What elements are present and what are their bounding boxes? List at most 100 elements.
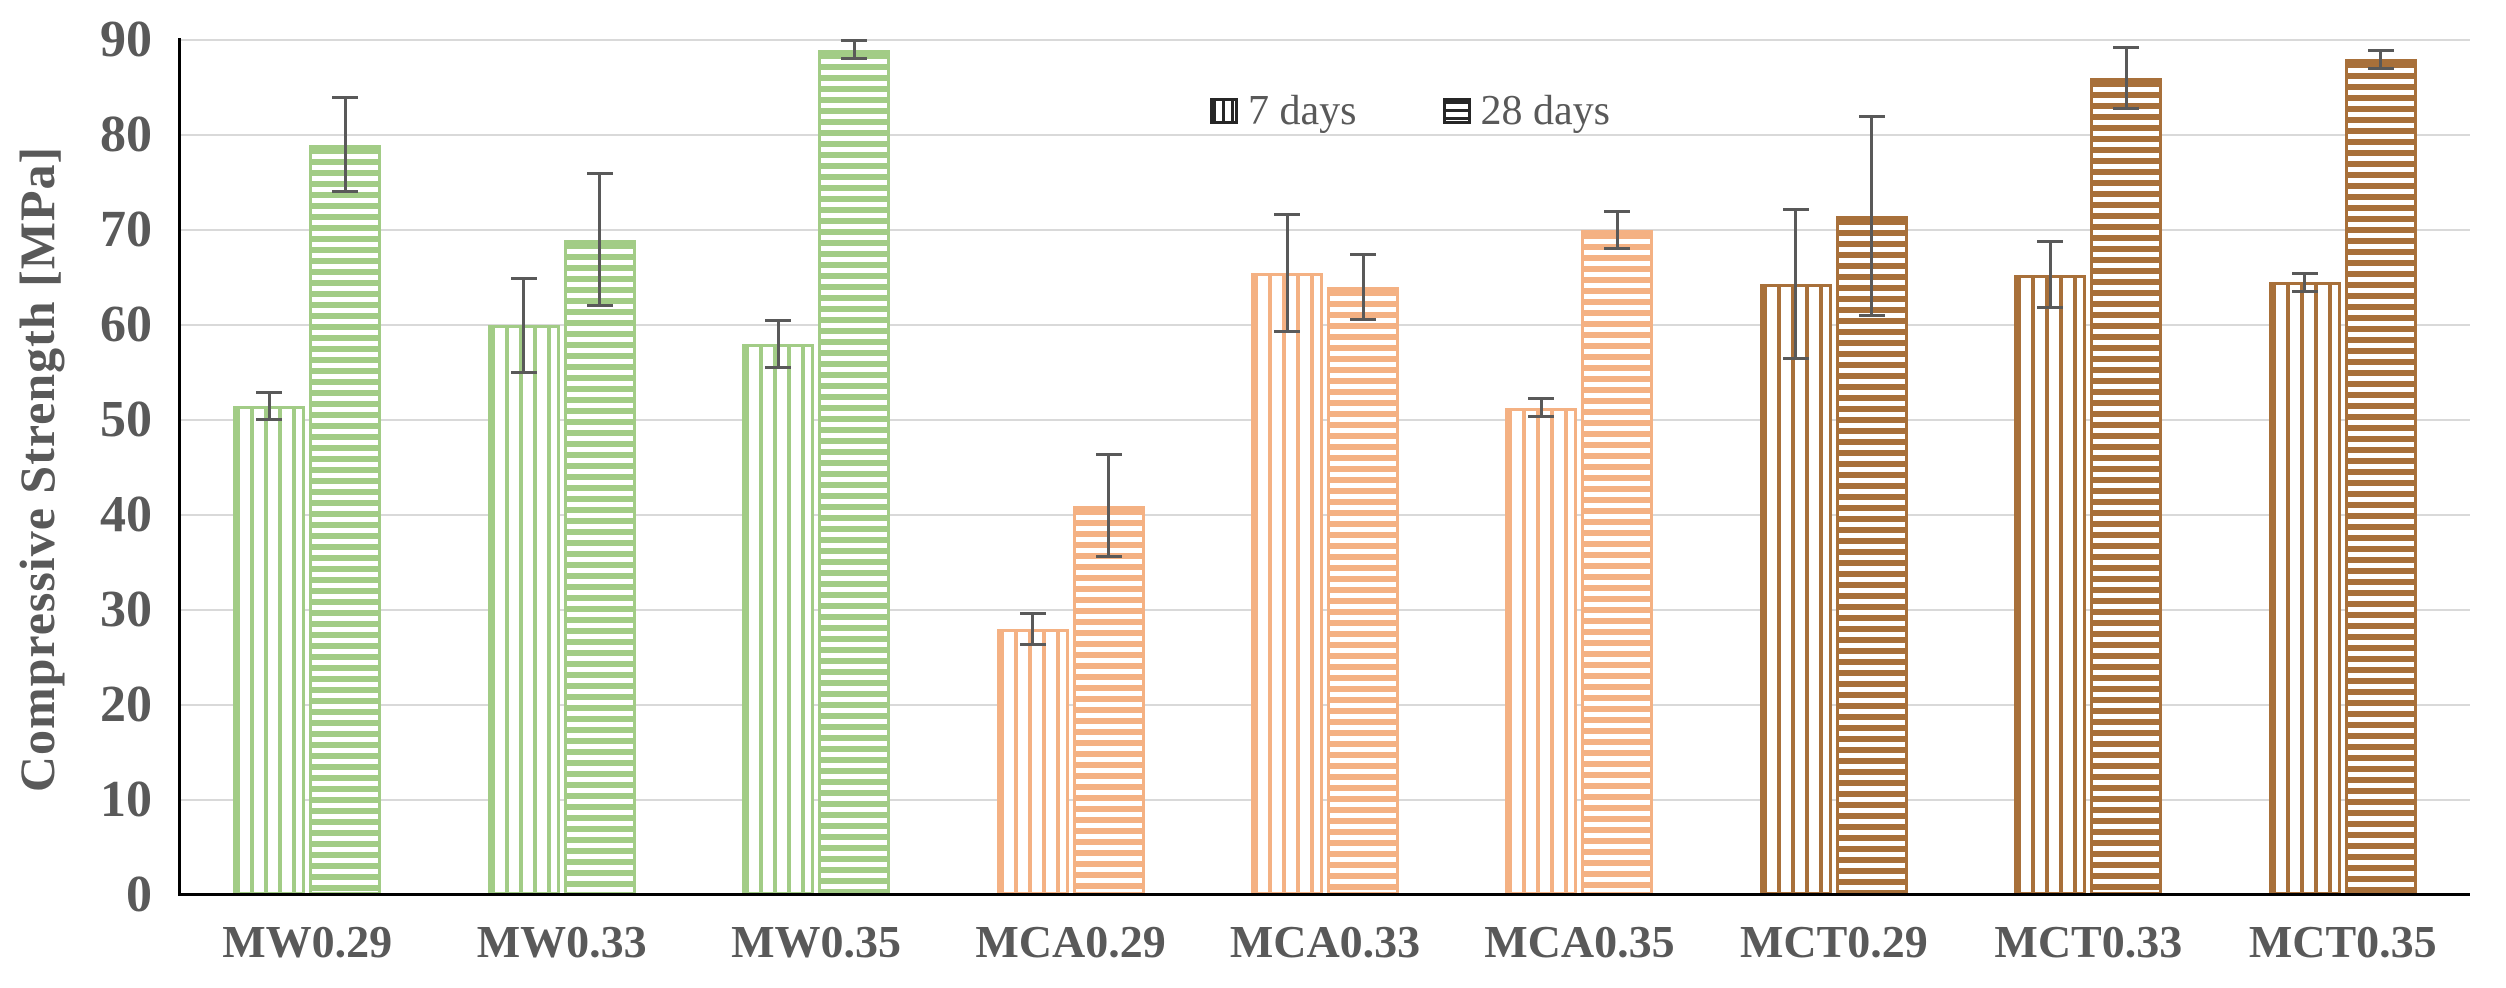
bar-28-days-mw0.29 <box>309 144 382 895</box>
gridline-70 <box>180 229 2470 231</box>
legend: 7 days 28 days <box>1210 88 1610 134</box>
y-tick-label-40: 40 <box>100 486 152 543</box>
error-cap-bottom-28-days-mca0.29 <box>1095 554 1122 558</box>
error-bar-7-days-mw0.35 <box>776 320 780 368</box>
bar-7-days-mca0.35 <box>1505 407 1578 895</box>
error-bar-7-days-mct0.35 <box>2303 272 2307 292</box>
y-axis-line <box>178 38 181 896</box>
legend-item-28-days: 28 days <box>1442 88 1611 134</box>
x-category-label-mct0.29: MCT0.29 <box>1739 916 1928 967</box>
error-cap-bottom-7-days-mct0.35 <box>2291 289 2318 293</box>
gridline-80 <box>180 134 2470 136</box>
legend-label-28-days: 28 days <box>1480 88 1611 134</box>
error-cap-top-28-days-mct0.33 <box>2113 45 2140 49</box>
error-cap-bottom-28-days-mw0.33 <box>586 304 613 307</box>
error-cap-bottom-7-days-mw0.29 <box>256 418 283 421</box>
error-cap-bottom-28-days-mct0.33 <box>2113 107 2140 111</box>
y-tick-label-0: 0 <box>126 866 152 923</box>
error-cap-top-28-days-mw0.33 <box>586 172 613 175</box>
bar-7-days-mw0.33 <box>487 325 560 895</box>
error-bar-28-days-mca0.35 <box>1615 211 1619 249</box>
error-cap-top-28-days-mca0.35 <box>1604 210 1631 213</box>
y-tick-label-70: 70 <box>100 201 152 258</box>
error-bar-28-days-mca0.29 <box>1107 454 1111 557</box>
error-bar-7-days-mca0.35 <box>1539 398 1543 418</box>
error-cap-top-28-days-mca0.29 <box>1095 453 1122 457</box>
y-tick-label-60: 60 <box>100 296 152 353</box>
error-cap-bottom-28-days-mca0.35 <box>1604 247 1631 250</box>
error-cap-top-7-days-mca0.35 <box>1528 397 1555 401</box>
error-cap-bottom-28-days-mw0.35 <box>841 57 868 60</box>
bar-28-days-mw0.35 <box>818 49 891 895</box>
error-cap-top-28-days-mca0.33 <box>1350 252 1376 256</box>
error-cap-bottom-7-days-mw0.35 <box>765 365 792 369</box>
y-tick-label-10: 10 <box>100 771 152 828</box>
error-cap-bottom-7-days-mct0.29 <box>1782 357 1809 361</box>
gridline-30 <box>180 609 2470 611</box>
error-cap-top-7-days-mca0.29 <box>1019 611 1046 615</box>
plot-area: 7 days 28 days <box>180 39 2470 895</box>
bar-28-days-mct0.29 <box>1835 215 1908 895</box>
error-cap-top-28-days-mw0.29 <box>332 96 359 99</box>
x-category-label-mct0.33: MCT0.33 <box>1994 916 2183 967</box>
bar-7-days-mca0.29 <box>996 629 1069 895</box>
bar-28-days-mca0.35 <box>1581 230 1654 895</box>
error-bar-28-days-mca0.33 <box>1361 253 1365 321</box>
bar-7-days-mct0.33 <box>2014 274 2087 895</box>
gridline-20 <box>180 704 2470 706</box>
x-axis-line <box>178 893 2470 896</box>
error-cap-bottom-28-days-mct0.29 <box>1858 313 1885 317</box>
error-cap-top-28-days-mct0.29 <box>1858 115 1885 118</box>
bar-7-days-mca0.33 <box>1251 272 1323 895</box>
x-category-label-mca0.29: MCA0.29 <box>975 916 1166 967</box>
legend-item-7-days: 7 days <box>1210 88 1357 134</box>
error-bar-28-days-mct0.29 <box>1870 116 1874 316</box>
gridline-10 <box>180 799 2470 801</box>
legend-swatch-horizontal-icon <box>1442 98 1471 124</box>
error-cap-top-7-days-mw0.33 <box>510 276 537 280</box>
bar-7-days-mw0.29 <box>233 405 306 895</box>
y-tick-label-20: 20 <box>100 676 152 733</box>
error-cap-bottom-7-days-mw0.33 <box>510 370 537 374</box>
error-cap-top-7-days-mct0.35 <box>2291 271 2318 275</box>
error-bar-7-days-mca0.33 <box>1285 213 1289 332</box>
x-category-label-mca0.35: MCA0.35 <box>1484 916 1675 967</box>
error-bar-7-days-mw0.33 <box>522 277 526 373</box>
error-cap-top-28-days-mw0.35 <box>841 39 868 42</box>
bar-7-days-mw0.35 <box>742 344 815 895</box>
error-cap-bottom-7-days-mca0.35 <box>1528 415 1555 419</box>
error-cap-top-7-days-mw0.35 <box>765 319 792 323</box>
error-cap-bottom-28-days-mw0.29 <box>332 190 359 193</box>
legend-swatch-vertical-icon <box>1210 98 1238 124</box>
bar-7-days-mct0.29 <box>1759 284 1832 895</box>
bar-28-days-mca0.33 <box>1327 287 1399 895</box>
error-bar-28-days-mw0.29 <box>343 97 347 192</box>
error-cap-top-7-days-mca0.33 <box>1274 212 1300 216</box>
gridline-60 <box>180 324 2470 326</box>
gridline-50 <box>180 419 2470 421</box>
x-category-label-mw0.35: MW0.35 <box>731 916 902 967</box>
bar-7-days-mct0.35 <box>2268 282 2341 895</box>
error-bar-28-days-mw0.35 <box>852 40 856 59</box>
error-bar-7-days-mct0.33 <box>2048 241 2052 308</box>
error-bar-28-days-mw0.33 <box>598 173 602 306</box>
x-category-label-mca0.33: MCA0.33 <box>1229 916 1421 967</box>
error-cap-bottom-28-days-mca0.33 <box>1350 318 1376 322</box>
error-bar-7-days-mw0.29 <box>267 391 271 420</box>
bar-28-days-mct0.33 <box>2090 78 2163 895</box>
x-category-label-mct0.35: MCT0.35 <box>2248 916 2437 967</box>
error-bar-28-days-mct0.33 <box>2124 46 2128 110</box>
error-cap-top-7-days-mct0.33 <box>2037 240 2064 244</box>
error-cap-bottom-7-days-mca0.33 <box>1274 329 1300 333</box>
error-bar-28-days-mct0.35 <box>2379 49 2383 69</box>
error-cap-top-7-days-mw0.29 <box>256 390 283 394</box>
error-cap-bottom-7-days-mct0.33 <box>2037 305 2064 309</box>
legend-label-7-days: 7 days <box>1248 88 1357 134</box>
error-cap-top-28-days-mct0.35 <box>2367 48 2394 52</box>
error-cap-bottom-28-days-mct0.35 <box>2367 66 2394 70</box>
bar-28-days-mw0.33 <box>563 239 636 895</box>
x-category-label-mw0.33: MW0.33 <box>476 916 647 967</box>
error-bar-7-days-mca0.29 <box>1031 612 1035 646</box>
error-cap-bottom-7-days-mca0.29 <box>1019 643 1046 647</box>
